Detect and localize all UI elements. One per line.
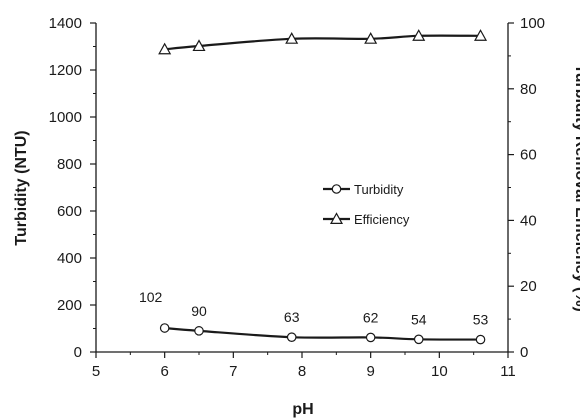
data-label: 90 <box>191 303 207 319</box>
legend-marker-efficiency <box>329 212 344 224</box>
y-tick-label: 600 <box>57 203 82 220</box>
y2-tick-label: 100 <box>520 15 545 32</box>
efficiency-point <box>285 32 299 44</box>
y2-tick-label: 20 <box>520 278 537 295</box>
y2-tick-label: 40 <box>520 212 537 229</box>
data-label: 102 <box>139 289 163 305</box>
x-tick-label: 9 <box>366 363 374 380</box>
axes <box>90 22 514 358</box>
y2-axis-title: Turbidity Removal Efficiency (%) <box>572 64 580 312</box>
y-tick-label: 1200 <box>49 62 82 79</box>
y-tick-label: 800 <box>57 156 82 173</box>
efficiency-point <box>192 39 206 52</box>
efficiency-point <box>364 32 378 44</box>
legend-label-efficiency: Efficiency <box>354 212 410 227</box>
y-tick-label: 400 <box>57 250 82 267</box>
turbidity-point <box>159 323 170 333</box>
turbidity-point <box>286 332 297 342</box>
data-label: 53 <box>473 312 489 328</box>
data-labels: 102 90 63 62 54 53 <box>139 289 489 328</box>
x-tick-label: 10 <box>431 363 448 380</box>
efficiency-point <box>474 29 488 41</box>
data-label: 62 <box>363 309 379 325</box>
x-axis-title: pH <box>292 401 313 418</box>
y-tick-label: 1000 <box>49 109 82 126</box>
x-tick-label: 11 <box>500 363 516 380</box>
data-label: 54 <box>411 311 427 327</box>
turbidity-point <box>475 334 486 345</box>
x-tick-label: 8 <box>298 363 306 380</box>
x-tick-label: 6 <box>160 363 168 380</box>
y-tick-label: 0 <box>74 344 82 361</box>
legend-label-turbidity: Turbidity <box>354 182 404 197</box>
turbidity-point <box>365 332 376 343</box>
y2-tick-label: 80 <box>520 81 537 98</box>
turbidity-point <box>413 334 424 345</box>
tick-labels: 5 6 7 8 9 10 110200400600800100012001400020406… <box>49 15 545 380</box>
legend: Turbidity Efficiency <box>323 182 410 227</box>
turbidity-point <box>194 326 204 336</box>
y-tick-label: 200 <box>57 297 82 314</box>
series <box>158 29 488 345</box>
x-tick-label: 7 <box>229 363 237 380</box>
efficiency-point <box>158 42 172 55</box>
efficiency-line <box>164 34 481 51</box>
y2-tick-label: 0 <box>520 344 528 361</box>
x-tick-label: 5 <box>92 363 100 380</box>
y-axis-title: Turbidity (NTU) <box>13 130 30 245</box>
y-tick-label: 1400 <box>49 15 82 32</box>
turbidity-line <box>164 326 481 341</box>
data-label: 63 <box>284 309 300 325</box>
y2-tick-label: 60 <box>520 147 537 164</box>
legend-marker-turbidity <box>331 184 342 194</box>
efficiency-point <box>412 29 426 41</box>
